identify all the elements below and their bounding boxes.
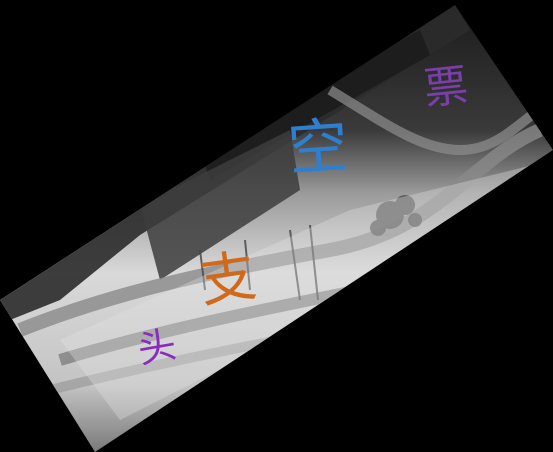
- overlay-char-zhi: 支: [195, 243, 261, 316]
- railing-posts: [199, 224, 319, 301]
- overlay-char-kong: 空: [285, 110, 351, 186]
- stage-area: [140, 130, 300, 280]
- balcony-curve-1: [17, 123, 543, 337]
- floor-area: [60, 160, 553, 420]
- overlay-char-tou: 头: [134, 322, 180, 372]
- ceiling-beams: [200, 30, 430, 180]
- chandelier: [370, 195, 422, 236]
- balcony-curve-4: [327, 85, 553, 156]
- overlay-char-piao: 票: [421, 59, 471, 116]
